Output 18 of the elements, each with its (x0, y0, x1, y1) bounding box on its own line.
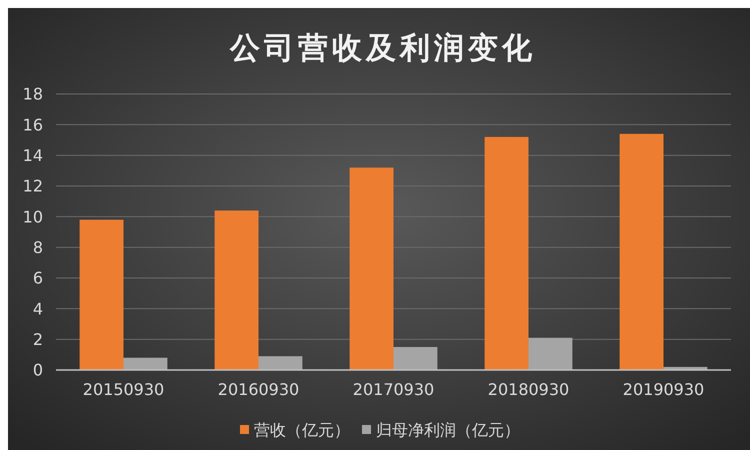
x-tick-label: 20180930 (488, 380, 570, 399)
chart-title: 公司营收及利润变化 (229, 31, 536, 66)
legend-label: 营收（亿元） (254, 420, 350, 440)
x-tick-label: 20190930 (622, 380, 704, 399)
y-tick-label: 16 (22, 115, 43, 134)
y-tick-label: 10 (22, 207, 43, 226)
y-tick-label: 6 (32, 268, 43, 288)
y-tick-label: 8 (32, 238, 43, 257)
x-tick-label: 20160930 (218, 380, 300, 399)
x-tick-label: 20170930 (352, 380, 434, 399)
y-tick-label: 0 (32, 360, 43, 380)
y-tick-label: 18 (22, 84, 43, 104)
y-tick-label: 4 (32, 299, 43, 318)
y-tick-label: 12 (22, 176, 43, 196)
y-tick-label: 14 (22, 146, 43, 165)
legend-label: 归母净利润（亿元） (376, 420, 520, 440)
y-tick-label: 2 (32, 330, 43, 349)
x-tick-label: 20150930 (82, 380, 164, 399)
